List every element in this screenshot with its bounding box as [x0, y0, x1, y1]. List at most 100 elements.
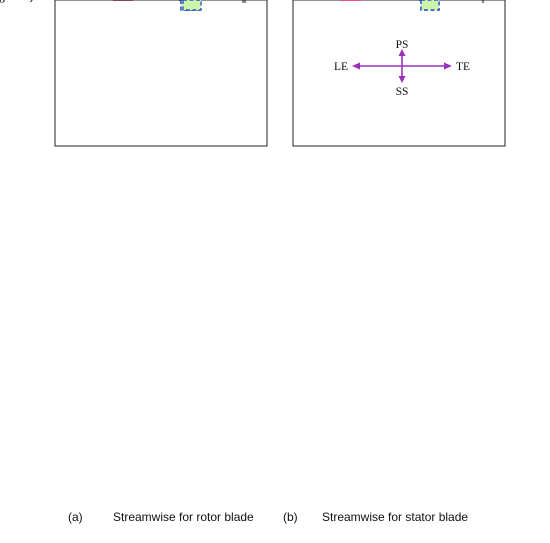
span-label: 20% Span [210, 0, 259, 3]
y-tick-label: 0 [46, 0, 52, 3]
legend-value: 2.5 [205, 0, 222, 3]
legend-label: 2.1 Ma [205, 0, 238, 3]
legend-value: 3.4 [443, 0, 460, 3]
x-tick-label: 0.2 [328, 0, 343, 3]
chart-panel-a-90: 050100150200250300350 90% Span ΔS/(J·kg-1·… [0, 0, 268, 147]
y-tick-label: 350 [508, 0, 526, 3]
y-tick-label: 50 [41, 0, 53, 3]
legend-label: 3.4 Ma [205, 0, 238, 3]
y-title-mid: ·K [11, 0, 23, 3]
x-tick-label: 1.0 [498, 0, 513, 3]
legend-label: 2.5 Ma [203, 0, 236, 3]
legend-value: 2.5 [203, 0, 220, 3]
y-axis-title: ΔS/(J·kg-1·K-1) [0, 0, 34, 3]
chart-panel-b-50: 05010015020025030035050% Span2.1 Ma2.5 M… [292, 0, 526, 147]
y-tick-label: 150 [508, 0, 526, 3]
span-label: 90% Span [450, 0, 499, 3]
legend-label: 2.1 Ma [137, 0, 170, 3]
legend-unit: Ma [221, 0, 238, 3]
legend-unit: Ma [153, 0, 170, 3]
legend-label: 2.9 Ma [365, 0, 398, 3]
legend-value: 2.9 [205, 0, 222, 3]
y-tick-label: 50 [41, 0, 53, 3]
y-tick-label: 350 [508, 0, 526, 3]
legend: 2.1 Ma 2.5 Ma2.9 Ma 3.4 Ma [341, 0, 476, 11]
y-tick-label: 150 [35, 0, 53, 3]
y-tick-label: 250 [35, 0, 53, 3]
legend-unit: Ma [221, 0, 238, 3]
legend-unit: Ma [381, 0, 398, 3]
legend-label: 2.5 Ma [203, 0, 236, 3]
legend-label: 3.4 Ma [443, 0, 476, 3]
y-tick-label: 200 [35, 0, 53, 3]
y-tick-label: 100 [508, 0, 526, 3]
chart-panel-b-20: 0501001502002503003500.00.20.40.60.81.02… [286, 0, 526, 147]
y-tick-label: 100 [508, 0, 526, 3]
legend-swatch-3_4-ma [182, 0, 202, 11]
compass-te-label: TE [456, 61, 470, 73]
x-tick-label: 0.8 [217, 0, 232, 3]
y-tick-label: 50 [508, 0, 520, 3]
legend-unit: Ma [221, 0, 238, 3]
legend-value: 2.9 [137, 0, 154, 3]
chart-panel-a-20: 0501001502002503003500.00.20.40.60.81.02… [0, 0, 274, 147]
y-title-close: ) [30, 0, 34, 3]
y-tick-label: 150 [508, 0, 526, 3]
y-tick-label: 0 [508, 0, 514, 3]
y-title-units: /(J·kg [0, 0, 5, 3]
legend-value: 2.9 [365, 0, 382, 3]
legend-unit: Ma [219, 0, 236, 3]
compass-arrowhead-left [352, 62, 360, 70]
y-tick-label: 300 [508, 0, 526, 3]
y-title-units: /(J·kg [0, 0, 5, 3]
legend-unit: Ma [381, 0, 398, 3]
span-label: 50% Span [212, 0, 261, 3]
y-tick-label: 300 [508, 0, 526, 3]
legend-value: 2.9 [137, 0, 154, 3]
plot-frame [292, 0, 506, 147]
legend-value: 2.5 [203, 0, 220, 3]
y-tick-label: 300 [508, 0, 526, 3]
legend-value: 3.4 [203, 0, 220, 3]
x-tick-label: 0.8 [455, 0, 470, 3]
legend-label: 2.1 Ma [137, 0, 170, 3]
span-label: 50% Span [450, 0, 499, 3]
y-tick-label: 50 [508, 0, 520, 3]
legend-value: 2.5 [443, 0, 460, 3]
y-tick-label: 150 [35, 0, 53, 3]
y-tick-label: 100 [508, 0, 526, 3]
legend-value: 2.1 [205, 0, 222, 3]
y-axis-title: ΔS/(J·kg-1·K-1) [0, 0, 34, 3]
legend-value: 3.4 [205, 0, 222, 3]
legend-unit: Ma [219, 0, 236, 3]
legend-label: 3.4 Ma [443, 0, 476, 3]
legend-value: 2.9 [365, 0, 382, 3]
y-tick-label: 100 [35, 0, 53, 3]
legend: 2.1 Ma2.5 Ma2.9 Ma3.4 Ma [181, 0, 238, 11]
y-tick-label: 200 [35, 0, 53, 3]
legend-unit: Ma [219, 0, 236, 3]
y-tick-label: 100 [35, 0, 53, 3]
legend-label: 2.1 Ma [365, 0, 398, 3]
legend-label: 2.5 Ma [205, 0, 238, 3]
y-title-close: ) [30, 0, 34, 3]
legend-unit: Ma [153, 0, 170, 3]
chart-panel-a-50: 050100150200250300350 50% Span ΔS/(J·kg-1·… [0, 0, 268, 147]
legend-unit: Ma [381, 0, 398, 3]
compass-arrowhead-right [444, 62, 452, 70]
legend-value: 2.1 [137, 0, 154, 3]
compass-arrowhead-up [398, 49, 406, 56]
y-tick-label: 0 [46, 0, 52, 3]
x-tick-label: 0.0 [48, 0, 63, 3]
y-tick-label: 250 [508, 0, 526, 3]
y-tick-label: 250 [508, 0, 526, 3]
y-tick-label: 50 [508, 0, 520, 3]
panels-layer: 05010015020025030035090% SpanΔS/(J·kg-1·… [0, 0, 526, 147]
legend-label: 3.4 Ma [203, 0, 236, 3]
x-tick-label: 0.0 [286, 0, 301, 3]
y-title-units: /(J·kg [0, 0, 5, 3]
legend-value: 3.4 [443, 0, 460, 3]
y-tick-label: 350 [35, 0, 53, 3]
x-tick-label: 0.2 [90, 0, 105, 3]
